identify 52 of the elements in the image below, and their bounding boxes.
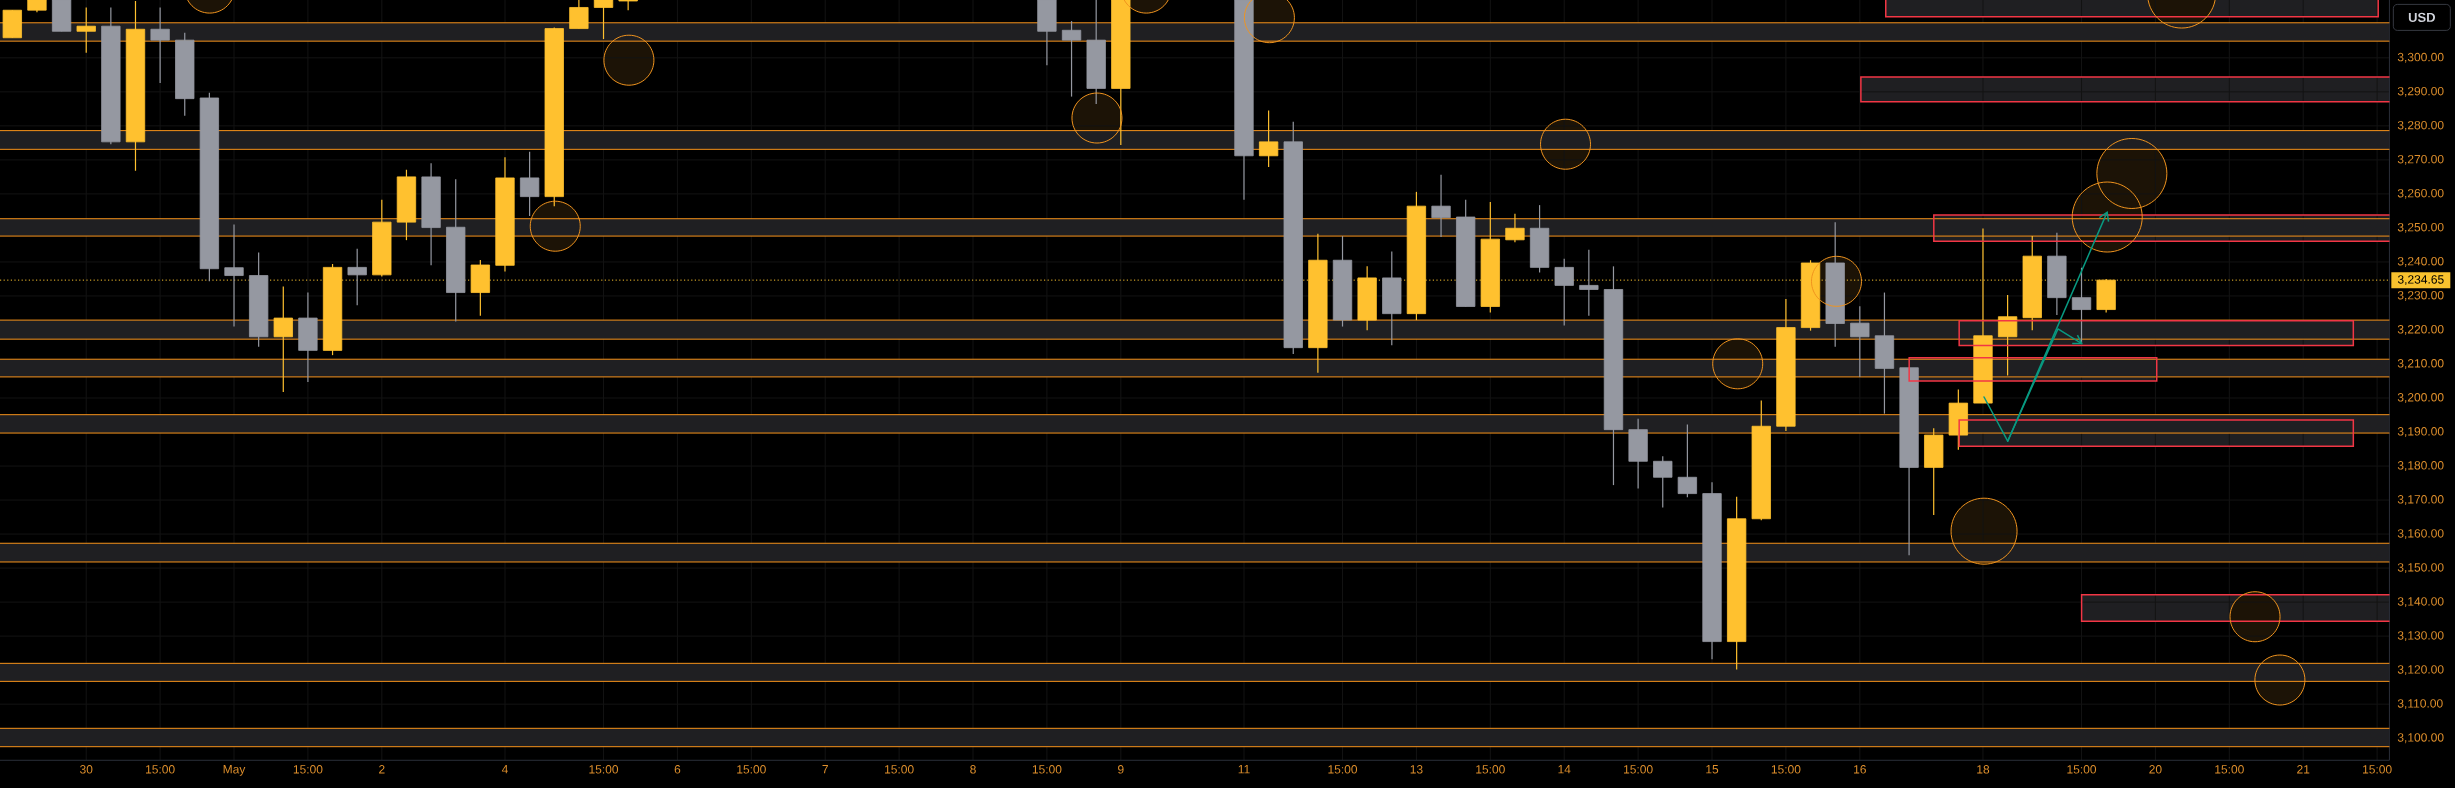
x-tick-label: 15:00 <box>1476 765 1505 774</box>
y-tick-label: 3,230.00 <box>2397 291 2444 301</box>
y-tick-label: 3,120.00 <box>2397 665 2444 676</box>
x-tick-label: 15:00 <box>1328 765 1358 774</box>
y-tick-label: 3,270.00 <box>2397 154 2444 165</box>
x-tick-label: 8 <box>970 765 976 774</box>
x-tick-label: 21 <box>2297 765 2310 774</box>
y-tick-label: 3,190.00 <box>2397 427 2444 437</box>
y-tick-label: 3,240.00 <box>2397 256 2444 267</box>
x-tick-label: 7 <box>822 765 828 774</box>
x-tick-label: 18 <box>1977 765 1990 774</box>
x-tick-label: 6 <box>674 765 681 774</box>
y-tick-label: 3,290.00 <box>2397 86 2444 97</box>
x-tick-label: 9 <box>1118 765 1124 774</box>
x-tick-label: 15:00 <box>737 765 766 774</box>
x-tick-label: 2 <box>379 765 385 774</box>
x-tick-label: 15:00 <box>2215 765 2244 774</box>
x-tick-label: 11 <box>1238 765 1250 774</box>
y-tick-label: 3,220.00 <box>2397 325 2444 335</box>
y-tick-label: 3,300.00 <box>2397 52 2444 63</box>
x-tick-label: May <box>223 765 246 776</box>
x-tick-label: 15:00 <box>1771 765 1801 774</box>
y-tick-label: 3,280.00 <box>2397 120 2444 131</box>
x-tick-label: 15:00 <box>1624 765 1653 774</box>
x-tick-label: 15:00 <box>885 765 914 774</box>
x-tick-label: 4 <box>501 765 508 774</box>
x-tick-label: 30 <box>80 765 93 774</box>
y-tick-label: 3,200.00 <box>2397 393 2444 403</box>
x-tick-label: 16 <box>1854 765 1866 774</box>
x-tick-label: 15 <box>1706 765 1719 774</box>
ref-line-label: 3,234.65 <box>2397 275 2444 286</box>
y-tick-label: 3,180.00 <box>2397 461 2444 471</box>
x-tick-label: 15:00 <box>2067 765 2097 774</box>
y-tick-label: 3,140.00 <box>2397 597 2444 608</box>
y-tick-label: 3,110.00 <box>2397 699 2443 710</box>
y-axis-title: USD <box>2408 12 2435 22</box>
y-tick-label: 3,170.00 <box>2397 495 2444 506</box>
y-tick-label: 3,100.00 <box>2397 733 2444 744</box>
x-tick-label: 14 <box>1558 765 1571 774</box>
y-tick-label: 3,160.00 <box>2397 529 2444 540</box>
y-tick-label: 3,130.00 <box>2397 631 2444 642</box>
x-tick-label: 15:00 <box>2363 765 2392 774</box>
x-tick-label: 15:00 <box>1032 765 1062 774</box>
y-tick-label: 3,210.00 <box>2397 359 2444 369</box>
x-tick-label: 15:00 <box>293 765 323 774</box>
y-tick-label: 3,250.00 <box>2397 222 2444 233</box>
x-tick-label: 13 <box>1410 765 1423 774</box>
y-tick-label: 3,260.00 <box>2397 188 2444 199</box>
y-tick-label: 3,150.00 <box>2397 563 2444 574</box>
x-tick-label: 20 <box>2149 765 2162 774</box>
x-tick-label: 15:00 <box>589 765 619 774</box>
x-tick-label: 15:00 <box>146 765 175 774</box>
